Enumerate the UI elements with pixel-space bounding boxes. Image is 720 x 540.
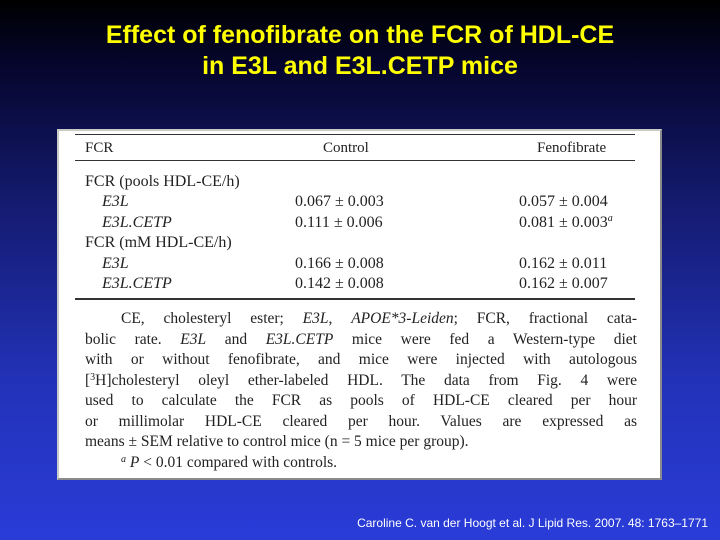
header-fcr: FCR xyxy=(85,140,114,156)
significance-marker: a xyxy=(607,213,613,224)
title-line-1: Effect of fenofibrate on the FCR of HDL-… xyxy=(105,21,615,49)
fenofibrate-value: 0.081 ± 0.003a xyxy=(519,213,613,233)
footnote-superscript: 3 xyxy=(90,372,96,383)
footnote-line: with or without fenofibrate, and mice we… xyxy=(85,351,637,368)
row-name: E3L.CETP xyxy=(102,275,172,292)
footnote-text: CE, cholesteryl ester; xyxy=(121,310,303,327)
footnote-marker: a xyxy=(121,454,126,465)
control-value: 0.142 ± 0.008 xyxy=(295,275,384,292)
footnote-line: [3H]cholesteryl oleyl ether-labeled HDL.… xyxy=(85,371,637,392)
fenofibrate-value: 0.162 ± 0.007 xyxy=(519,275,608,292)
footnote-italic: E3L xyxy=(302,310,329,327)
footnote-italic: APOE*3-Leiden xyxy=(351,310,454,327)
footnote-line: bolic rate. E3L and E3L.CETP mice were f… xyxy=(85,330,637,351)
header-rule xyxy=(75,160,635,161)
title-line-2: in E3L and E3L.CETP mice xyxy=(202,52,518,80)
control-value: 0.067 ± 0.003 xyxy=(295,193,384,210)
footnote-text: , xyxy=(328,310,352,327)
footnote-line: or millimolar HDL-CE cleared per hour. V… xyxy=(85,413,637,430)
header-control: Control xyxy=(323,140,369,156)
footnote-italic: E3L.CETP xyxy=(265,331,334,348)
slide-title: Effect of fenofibrate on the FCR of HDL-… xyxy=(0,20,720,82)
fcr-table: FCR Control Fenofibrate FCR (pools HDL-C… xyxy=(57,129,662,480)
row-name: E3L xyxy=(102,255,129,272)
footnote-line: used to calculate the FCR as pools of HD… xyxy=(85,392,637,409)
footnote-text: mice were fed a Western-type diet xyxy=(333,331,637,348)
bottom-rule xyxy=(75,298,635,300)
citation: Caroline C. van der Hoogt et al. J Lipid… xyxy=(357,516,708,530)
footnote-text: ; FCR, fractional cata- xyxy=(453,310,638,327)
footnote-text: [ xyxy=(85,372,91,389)
footnote-text: H]cholesteryl oleyl ether-labeled HDL. T… xyxy=(95,372,637,389)
footnote-italic: P xyxy=(129,454,140,471)
section-label: FCR (mM HDL-CE/h) xyxy=(85,234,232,251)
row-name: E3L.CETP xyxy=(102,214,172,231)
footnote-significance: a P < 0.01 compared with controls. xyxy=(121,453,673,474)
footnote-line: CE, cholesteryl ester; E3L, APOE*3-Leide… xyxy=(121,309,637,330)
fenofibrate-value: 0.057 ± 0.004 xyxy=(519,193,608,210)
row-name: E3L xyxy=(102,193,129,210)
footnote-text: bolic rate. xyxy=(85,331,181,348)
header-fenofibrate: Fenofibrate xyxy=(537,140,607,156)
footnote-text: < 0.01 compared with controls. xyxy=(139,454,338,471)
footnote-line: means ± SEM relative to control mice (n … xyxy=(85,433,469,450)
footnote-italic: E3L xyxy=(180,331,207,348)
section-label: FCR (pools HDL-CE/h) xyxy=(85,173,240,190)
fenofibrate-number: 0.081 ± 0.003 xyxy=(519,214,608,231)
footnote-text: and xyxy=(206,331,266,348)
control-value: 0.166 ± 0.008 xyxy=(295,255,384,272)
top-rule xyxy=(75,134,635,135)
fenofibrate-value: 0.162 ± 0.011 xyxy=(519,255,608,272)
control-value: 0.111 ± 0.006 xyxy=(295,214,383,231)
